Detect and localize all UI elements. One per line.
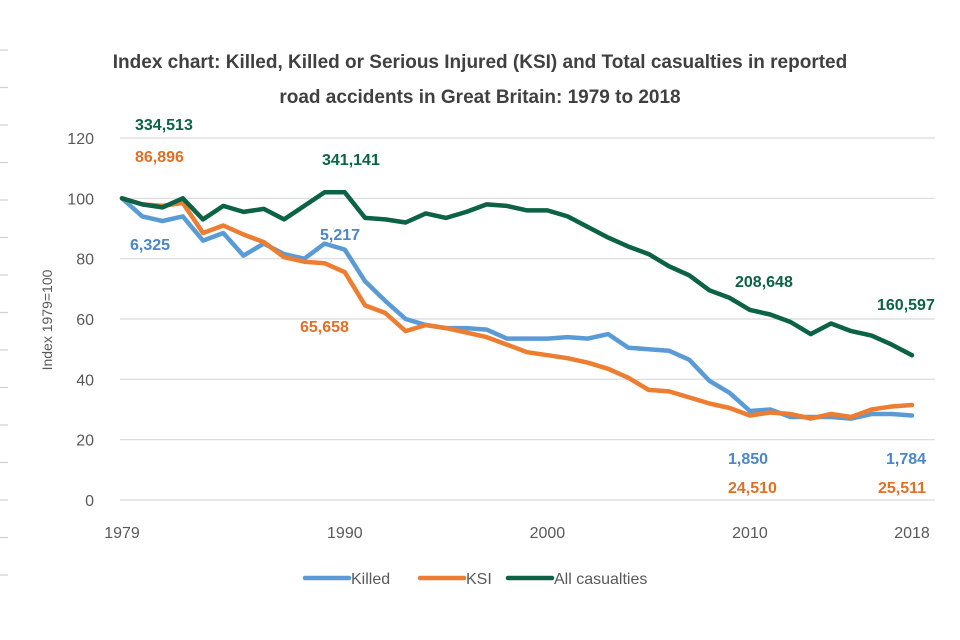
- series-lines: [119, 190, 915, 421]
- data-label: 1,850: [728, 451, 768, 468]
- legend-label: Killed: [351, 571, 390, 588]
- chart-title-line-2: road accidents in Great Britain: 1979 to…: [279, 87, 680, 108]
- data-label: 160,597: [877, 297, 935, 314]
- x-tick-label: 1979: [104, 525, 140, 542]
- x-tick-label: 2010: [732, 525, 768, 542]
- legend-item-ksi: KSI: [417, 571, 492, 588]
- data-label: 1,784: [886, 451, 926, 468]
- legend-label: KSI: [466, 571, 492, 588]
- x-axis-ticks: 1979 1990 2000 2010 2018: [104, 525, 930, 542]
- data-label: 24,510: [728, 480, 777, 497]
- data-label: 86,896: [135, 149, 184, 166]
- edge-tick-marks: [0, 49, 8, 576]
- y-tick-label: 120: [67, 131, 94, 148]
- y-axis-ticks: 0 20 40 60 80 100 120: [67, 131, 94, 510]
- data-label: 5,217: [320, 227, 360, 244]
- x-tick-label: 2000: [530, 525, 566, 542]
- y-tick-label: 100: [67, 191, 94, 208]
- legend-label: All casualties: [554, 571, 647, 588]
- legend: Killed KSI All casualties: [302, 571, 647, 588]
- data-label: 65,658: [300, 319, 349, 336]
- data-labels: 334,513 86,896 6,325 341,141 5,217 65,658 208,…: [130, 117, 935, 497]
- series-line-all-casualties: [119, 190, 915, 358]
- data-label: 334,513: [135, 117, 193, 134]
- chart-title-line-1: Index chart: Killed, Killed or Serious I…: [113, 52, 847, 73]
- series-line-ksi: [119, 196, 915, 421]
- y-tick-label: 60: [76, 312, 94, 329]
- y-tick-label: 80: [76, 252, 94, 269]
- y-tick-label: 40: [76, 372, 94, 389]
- data-label: 6,325: [130, 237, 170, 254]
- x-tick-label: 1990: [327, 525, 363, 542]
- legend-item-killed: Killed: [302, 571, 390, 588]
- y-tick-label: 20: [76, 433, 94, 450]
- data-label: 25,511: [878, 480, 926, 497]
- data-label: 208,648: [735, 274, 793, 291]
- gridlines: [120, 137, 935, 501]
- y-tick-label: 0: [85, 493, 94, 510]
- data-label: 341,141: [322, 152, 380, 169]
- x-tick-label: 2018: [894, 525, 930, 542]
- y-axis-label: Index 1979=100: [39, 269, 55, 370]
- legend-item-all-casualties: All casualties: [505, 571, 647, 588]
